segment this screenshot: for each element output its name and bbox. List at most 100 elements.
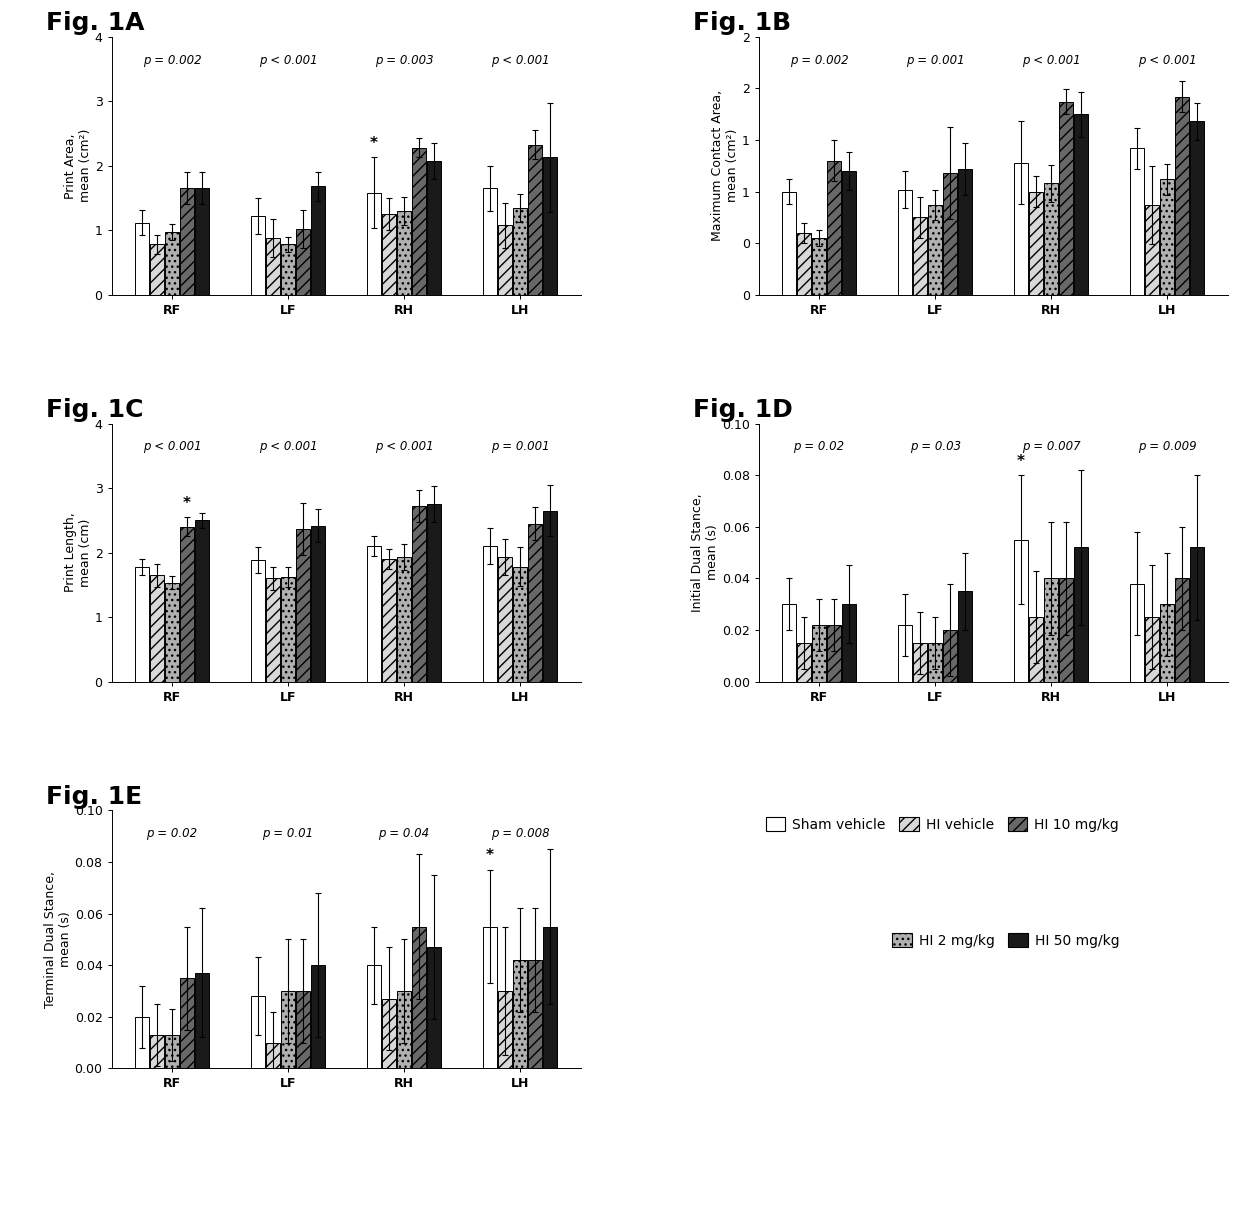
Text: p < 0.001: p < 0.001 bbox=[259, 441, 317, 453]
Bar bbox=[812, 238, 826, 295]
Text: p = 0.02: p = 0.02 bbox=[146, 828, 197, 840]
Bar bbox=[250, 996, 265, 1068]
Bar bbox=[397, 558, 410, 682]
Bar bbox=[498, 558, 512, 682]
Bar bbox=[428, 947, 441, 1068]
Bar bbox=[180, 188, 193, 295]
Text: Fig. 1A: Fig. 1A bbox=[46, 11, 144, 36]
Bar bbox=[528, 145, 542, 295]
Bar bbox=[944, 630, 957, 682]
Bar bbox=[135, 1017, 149, 1068]
Text: Fig. 1D: Fig. 1D bbox=[693, 398, 792, 422]
Y-axis label: Print Length,
mean (cm): Print Length, mean (cm) bbox=[63, 513, 92, 592]
Text: *: * bbox=[370, 136, 378, 151]
Bar bbox=[898, 189, 911, 295]
Bar bbox=[513, 208, 527, 295]
Bar bbox=[311, 965, 325, 1068]
Bar bbox=[250, 216, 265, 295]
Bar bbox=[428, 505, 441, 682]
Bar bbox=[428, 161, 441, 295]
Text: p = 0.001: p = 0.001 bbox=[491, 441, 549, 453]
Text: Fig. 1C: Fig. 1C bbox=[46, 398, 144, 422]
Bar bbox=[311, 187, 325, 295]
Text: p = 0.02: p = 0.02 bbox=[794, 441, 844, 453]
Text: p = 0.003: p = 0.003 bbox=[374, 54, 434, 66]
Bar bbox=[367, 965, 381, 1068]
Bar bbox=[367, 546, 381, 682]
Bar bbox=[1074, 548, 1089, 682]
Y-axis label: Maximum Contact Area,
mean (cm²): Maximum Contact Area, mean (cm²) bbox=[711, 90, 739, 242]
Bar bbox=[484, 188, 497, 295]
Bar bbox=[267, 238, 280, 295]
Bar bbox=[1130, 583, 1145, 682]
Bar bbox=[1161, 604, 1174, 682]
Text: p < 0.001: p < 0.001 bbox=[143, 441, 201, 453]
Bar bbox=[311, 526, 325, 682]
Y-axis label: Print Area,
mean (cm²): Print Area, mean (cm²) bbox=[63, 129, 92, 203]
Text: *: * bbox=[1017, 454, 1025, 469]
Bar bbox=[484, 926, 497, 1068]
Bar bbox=[498, 991, 512, 1068]
Text: p = 0.002: p = 0.002 bbox=[143, 54, 201, 66]
Bar bbox=[1146, 205, 1159, 295]
Bar bbox=[944, 173, 957, 295]
Bar bbox=[543, 511, 557, 682]
Bar bbox=[842, 171, 856, 295]
Bar bbox=[367, 193, 381, 295]
Bar bbox=[281, 244, 295, 295]
Bar bbox=[180, 527, 193, 682]
Text: p < 0.001: p < 0.001 bbox=[1138, 54, 1197, 66]
Bar bbox=[165, 1035, 179, 1068]
Bar bbox=[150, 1035, 164, 1068]
Text: p = 0.007: p = 0.007 bbox=[1022, 441, 1080, 453]
Bar bbox=[1029, 616, 1043, 682]
Text: Fig. 1B: Fig. 1B bbox=[693, 11, 791, 36]
Bar bbox=[797, 233, 811, 295]
Bar bbox=[513, 960, 527, 1068]
Bar bbox=[484, 546, 497, 682]
Bar bbox=[959, 592, 972, 682]
Bar bbox=[1014, 162, 1028, 295]
Y-axis label: Initial Dual Stance,
mean (s): Initial Dual Stance, mean (s) bbox=[691, 494, 719, 612]
Bar bbox=[1176, 578, 1189, 682]
Bar bbox=[382, 559, 396, 682]
Bar bbox=[195, 973, 210, 1068]
Bar bbox=[543, 157, 557, 295]
Bar bbox=[296, 228, 310, 295]
Bar bbox=[498, 225, 512, 295]
Bar bbox=[782, 604, 796, 682]
Bar bbox=[195, 521, 210, 682]
Bar bbox=[397, 211, 410, 295]
Text: p < 0.001: p < 0.001 bbox=[374, 441, 434, 453]
Bar bbox=[1190, 548, 1204, 682]
Text: p < 0.001: p < 0.001 bbox=[491, 54, 549, 66]
Bar bbox=[1146, 616, 1159, 682]
Bar bbox=[898, 625, 911, 682]
Bar bbox=[1074, 114, 1089, 295]
Text: p < 0.001: p < 0.001 bbox=[1022, 54, 1080, 66]
Bar bbox=[382, 998, 396, 1068]
Bar bbox=[281, 991, 295, 1068]
Bar bbox=[842, 604, 856, 682]
Bar bbox=[913, 643, 928, 682]
Bar bbox=[959, 169, 972, 295]
Bar bbox=[513, 567, 527, 682]
Text: p = 0.03: p = 0.03 bbox=[910, 441, 961, 453]
Bar bbox=[913, 217, 928, 295]
Bar bbox=[528, 523, 542, 682]
Text: *: * bbox=[184, 496, 191, 511]
Bar bbox=[1190, 122, 1204, 295]
Bar bbox=[1029, 192, 1043, 295]
Bar bbox=[812, 625, 826, 682]
Bar bbox=[929, 205, 942, 295]
Bar bbox=[150, 244, 164, 295]
Bar bbox=[165, 232, 179, 295]
Bar bbox=[281, 577, 295, 682]
Bar bbox=[1161, 179, 1174, 295]
Bar bbox=[397, 991, 410, 1068]
Bar bbox=[135, 567, 149, 682]
Bar bbox=[412, 926, 427, 1068]
Bar bbox=[797, 643, 811, 682]
Bar bbox=[528, 960, 542, 1068]
Text: p = 0.008: p = 0.008 bbox=[491, 828, 549, 840]
